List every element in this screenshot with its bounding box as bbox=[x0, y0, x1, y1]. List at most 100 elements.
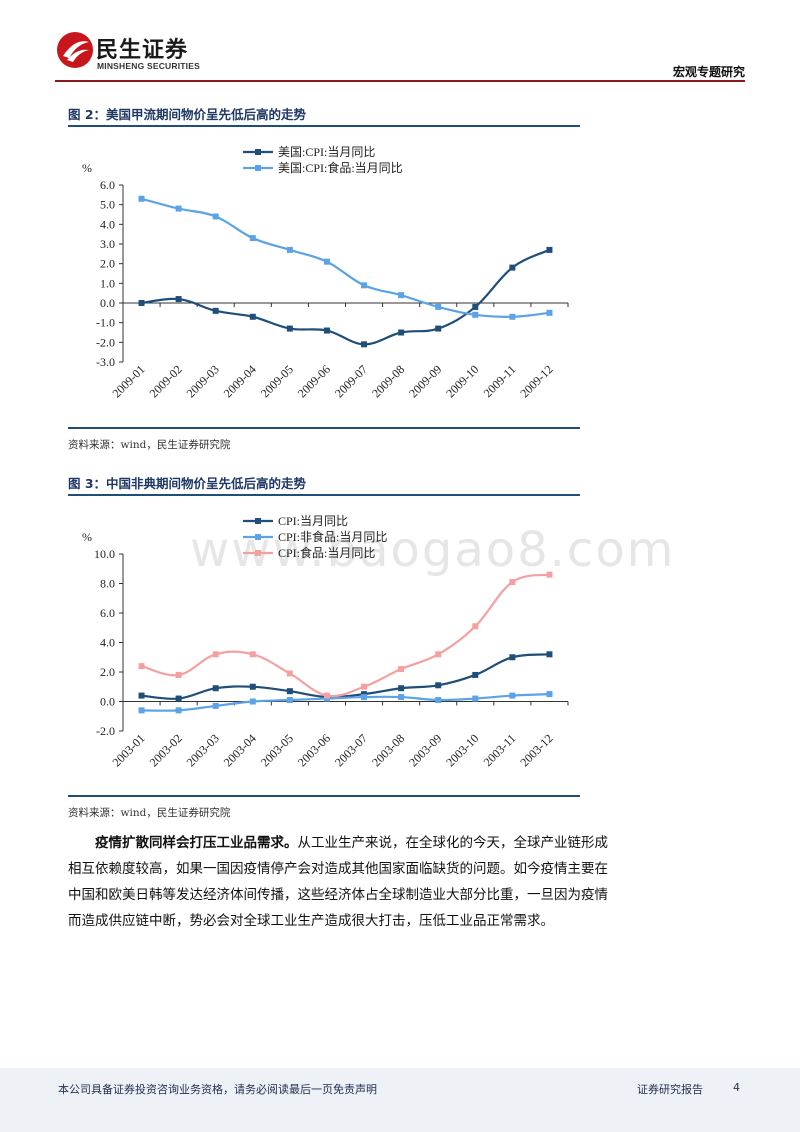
data-point bbox=[509, 654, 516, 661]
y-tick-label: 6.0 bbox=[100, 606, 115, 620]
x-tick-label: 2003-03 bbox=[184, 731, 222, 769]
x-tick-label: 2009-02 bbox=[147, 362, 185, 400]
y-tick-label: 4.0 bbox=[100, 217, 115, 231]
legend-label: CPI:非食品:当月同比 bbox=[278, 529, 387, 544]
data-point bbox=[286, 246, 293, 253]
data-point bbox=[361, 683, 368, 690]
y-tick-label: 2.0 bbox=[100, 257, 115, 271]
data-point bbox=[398, 292, 405, 299]
x-tick-label: 2009-10 bbox=[443, 362, 481, 400]
x-tick-label: 2003-09 bbox=[406, 731, 444, 769]
figure-2-source: 资料来源：wind，民生证券研究院 bbox=[68, 439, 231, 451]
legend-marker bbox=[255, 550, 261, 556]
x-tick-label: 2009-11 bbox=[481, 362, 519, 400]
figure-2-title: 图 2：美国甲流期间物价呈先低后高的走势 bbox=[68, 107, 307, 122]
data-point bbox=[249, 698, 256, 705]
data-point bbox=[212, 307, 219, 314]
report-type: 宏观专题研究 bbox=[672, 65, 745, 79]
y-tick-label: 6.0 bbox=[100, 178, 115, 192]
paragraph-body: 从工业生产来说，在全球化的今天，全球产业链形成相互依赖度较高，如果一国因疫情停产… bbox=[68, 835, 608, 929]
data-point bbox=[175, 707, 182, 714]
data-point bbox=[435, 651, 442, 658]
minsheng-logo-icon bbox=[57, 32, 93, 68]
data-point bbox=[472, 311, 479, 318]
x-tick-label: 2003-06 bbox=[295, 731, 333, 769]
legend-marker bbox=[255, 518, 261, 524]
x-tick-label: 2003-05 bbox=[258, 731, 296, 769]
data-point bbox=[509, 264, 516, 271]
data-point bbox=[249, 651, 256, 658]
data-point bbox=[398, 694, 405, 701]
x-tick-label: 2003-02 bbox=[147, 731, 185, 769]
logo-text-cn: 民生证券 bbox=[96, 38, 189, 63]
y-tick-label: 10.0 bbox=[94, 547, 115, 561]
x-tick-label: 2009-07 bbox=[332, 362, 370, 400]
data-point bbox=[398, 329, 405, 336]
data-point bbox=[323, 258, 330, 265]
figure-3-top-rule bbox=[68, 494, 580, 496]
paragraph-lead: 疫情扩散同样会打压工业品需求。 bbox=[95, 835, 298, 851]
figure-3-source: 资料来源：wind，民生证券研究院 bbox=[68, 807, 231, 819]
data-point bbox=[175, 205, 182, 212]
series-line bbox=[141, 693, 550, 712]
y-tick-label: 5.0 bbox=[100, 198, 115, 212]
data-point bbox=[212, 651, 219, 658]
x-tick-label: 2003-08 bbox=[369, 731, 407, 769]
y-tick-label: 0.0 bbox=[100, 296, 115, 310]
y-tick-label: -1.0 bbox=[96, 316, 115, 330]
y-tick-label: 1.0 bbox=[100, 276, 115, 290]
data-point bbox=[435, 697, 442, 704]
legend-label: 美国:CPI:当月同比 bbox=[278, 145, 375, 159]
x-tick-label: 2009-06 bbox=[295, 362, 333, 400]
figure-3-chart: %10.08.06.04.02.00.0-2.02003-012003-0220… bbox=[82, 514, 569, 769]
legend-marker bbox=[255, 165, 261, 171]
y-axis-unit-label: % bbox=[82, 530, 92, 544]
data-point bbox=[249, 313, 256, 320]
figure-3-bottom-rule bbox=[68, 795, 580, 797]
data-point bbox=[175, 695, 182, 702]
data-point bbox=[138, 692, 145, 699]
figure-3-title: 图 3：中国非典期间物价呈先低后高的走势 bbox=[68, 476, 307, 491]
series-line bbox=[141, 653, 550, 700]
logo-text-en: MINSHENG SECURITIES bbox=[97, 61, 200, 71]
x-tick-label: 2003-10 bbox=[443, 731, 481, 769]
data-point bbox=[509, 313, 516, 320]
data-point bbox=[138, 663, 145, 670]
x-tick-label: 2009-09 bbox=[406, 362, 444, 400]
x-tick-label: 2009-12 bbox=[517, 362, 555, 400]
x-tick-label: 2009-03 bbox=[184, 362, 222, 400]
data-point bbox=[435, 682, 442, 689]
figure-2-bottom-rule bbox=[68, 427, 580, 429]
footer-disclaimer: 本公司具备证券投资咨询业务资格，请务必阅读最后一页免责声明 bbox=[58, 1083, 377, 1096]
data-point bbox=[286, 697, 293, 704]
data-point bbox=[323, 692, 330, 699]
data-point bbox=[546, 571, 553, 578]
figure-2-chart: %6.05.04.03.02.01.00.0-1.0-2.0-3.02009-0… bbox=[82, 145, 569, 400]
data-point bbox=[361, 694, 368, 701]
data-point bbox=[286, 670, 293, 677]
data-point bbox=[138, 195, 145, 202]
data-point bbox=[472, 671, 479, 678]
data-point bbox=[546, 651, 553, 658]
data-point bbox=[175, 671, 182, 678]
legend-marker bbox=[255, 149, 261, 155]
data-point bbox=[175, 296, 182, 303]
x-tick-label: 2003-12 bbox=[517, 731, 555, 769]
y-tick-label: -3.0 bbox=[96, 355, 115, 369]
x-tick-label: 2009-05 bbox=[258, 362, 296, 400]
data-point bbox=[509, 692, 516, 699]
data-point bbox=[435, 303, 442, 310]
page-header: 民生证券 MINSHENG SECURITIES 宏观专题研究 bbox=[0, 0, 800, 82]
y-tick-label: 0.0 bbox=[100, 695, 115, 709]
x-tick-label: 2009-08 bbox=[369, 362, 407, 400]
watermark: www.baogao8.com bbox=[190, 522, 676, 578]
data-point bbox=[286, 325, 293, 332]
figure-2-top-rule bbox=[68, 125, 580, 127]
legend-label: CPI:食品:当月同比 bbox=[278, 545, 375, 560]
data-point bbox=[323, 327, 330, 334]
y-tick-label: 3.0 bbox=[100, 237, 115, 251]
legend-label: CPI:当月同比 bbox=[278, 514, 348, 528]
data-point bbox=[398, 685, 405, 692]
data-point bbox=[546, 246, 553, 253]
x-tick-label: 2009-01 bbox=[109, 362, 147, 400]
